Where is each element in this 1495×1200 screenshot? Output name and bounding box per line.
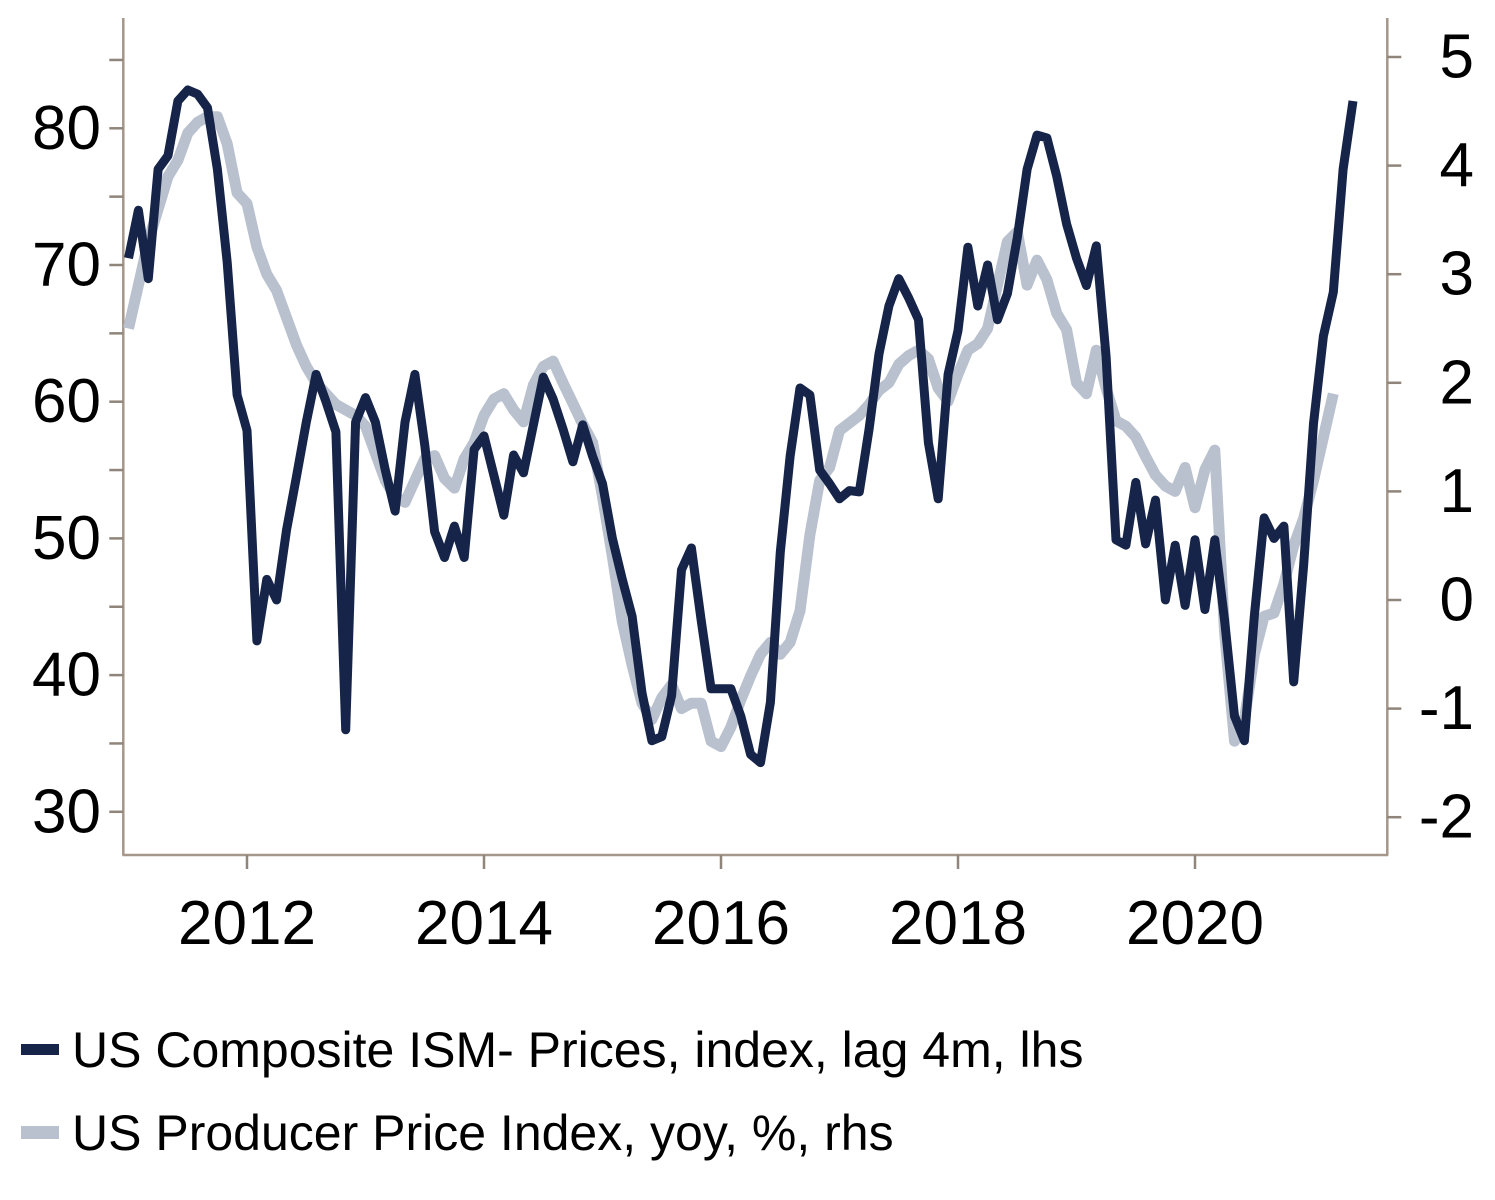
y-right-tick-label: 4 bbox=[1440, 131, 1474, 200]
ppi-legend-label: US Producer Price Index, yoy, %, rhs bbox=[72, 1104, 894, 1161]
x-axis-tick-label: 2018 bbox=[889, 889, 1027, 958]
y-right-tick-label: 0 bbox=[1440, 566, 1474, 635]
legend-item-ppi: US Producer Price Index, yoy, %, rhs bbox=[21, 1091, 1083, 1174]
y-left-tick-label: 80 bbox=[32, 94, 101, 163]
y-right-tick-label: 5 bbox=[1440, 23, 1474, 92]
x-axis-tick-label: 2014 bbox=[415, 889, 553, 958]
y-left-tick-label: 40 bbox=[32, 641, 101, 710]
y-left-tick-label: 70 bbox=[32, 231, 101, 300]
y-right-tick-label: 3 bbox=[1440, 240, 1474, 309]
y-left-tick-label: 50 bbox=[32, 504, 101, 573]
y-left-tick-label: 30 bbox=[32, 777, 101, 846]
y-right-tick-label: -2 bbox=[1419, 783, 1474, 852]
ism-series-line bbox=[124, 85, 1358, 768]
axes-layer bbox=[109, 18, 1402, 869]
y-left-tick-label: 60 bbox=[32, 367, 101, 436]
y-right-tick-label: -1 bbox=[1419, 674, 1474, 743]
ism-legend-marker-icon bbox=[21, 1044, 59, 1055]
ism-legend-label: US Composite ISM- Prices, index, lag 4m,… bbox=[72, 1021, 1084, 1078]
y-right-tick-label: 1 bbox=[1440, 457, 1474, 526]
axis-label-layer: 80 70 60 50 40 30 5 4 3 2 1 0 -1 -2 2012 2014 2016 2018 20… bbox=[32, 23, 1474, 959]
ppi-legend-marker-icon bbox=[21, 1126, 59, 1139]
x-axis-tick-label: 2020 bbox=[1126, 889, 1264, 958]
x-axis-tick-label: 2016 bbox=[652, 889, 790, 958]
series-layer bbox=[123, 85, 1358, 768]
y-right-tick-label: 2 bbox=[1440, 348, 1474, 417]
ppi-series-line bbox=[123, 111, 1339, 753]
legend-item-ism: US Composite ISM- Prices, index, lag 4m,… bbox=[21, 1008, 1083, 1091]
x-axis-tick-label: 2012 bbox=[178, 889, 316, 958]
chart-legend: US Composite ISM- Prices, index, lag 4m,… bbox=[21, 1008, 1083, 1174]
